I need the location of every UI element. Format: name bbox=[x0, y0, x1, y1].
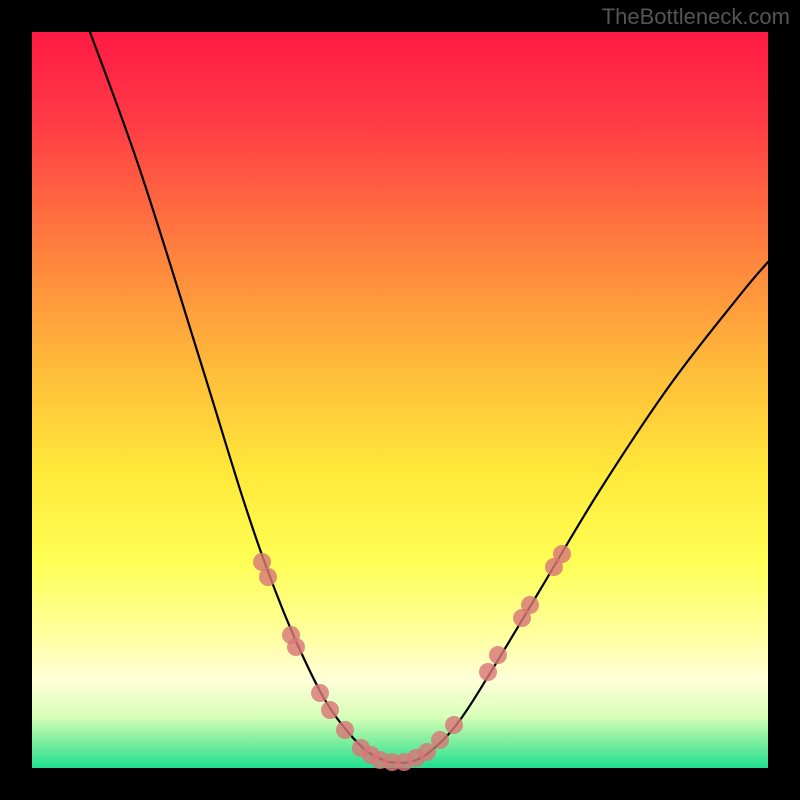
data-marker bbox=[445, 716, 463, 734]
data-marker bbox=[336, 721, 354, 739]
data-marker bbox=[553, 545, 571, 563]
data-marker bbox=[489, 646, 507, 664]
data-marker bbox=[287, 638, 305, 656]
chart-canvas bbox=[0, 0, 800, 800]
data-marker bbox=[259, 568, 277, 586]
data-marker bbox=[321, 701, 339, 719]
watermark-text: TheBottleneck.com bbox=[602, 4, 790, 30]
data-marker bbox=[479, 663, 497, 681]
data-marker bbox=[311, 684, 329, 702]
data-marker bbox=[431, 731, 449, 749]
plot-background bbox=[32, 32, 768, 768]
data-marker bbox=[521, 596, 539, 614]
